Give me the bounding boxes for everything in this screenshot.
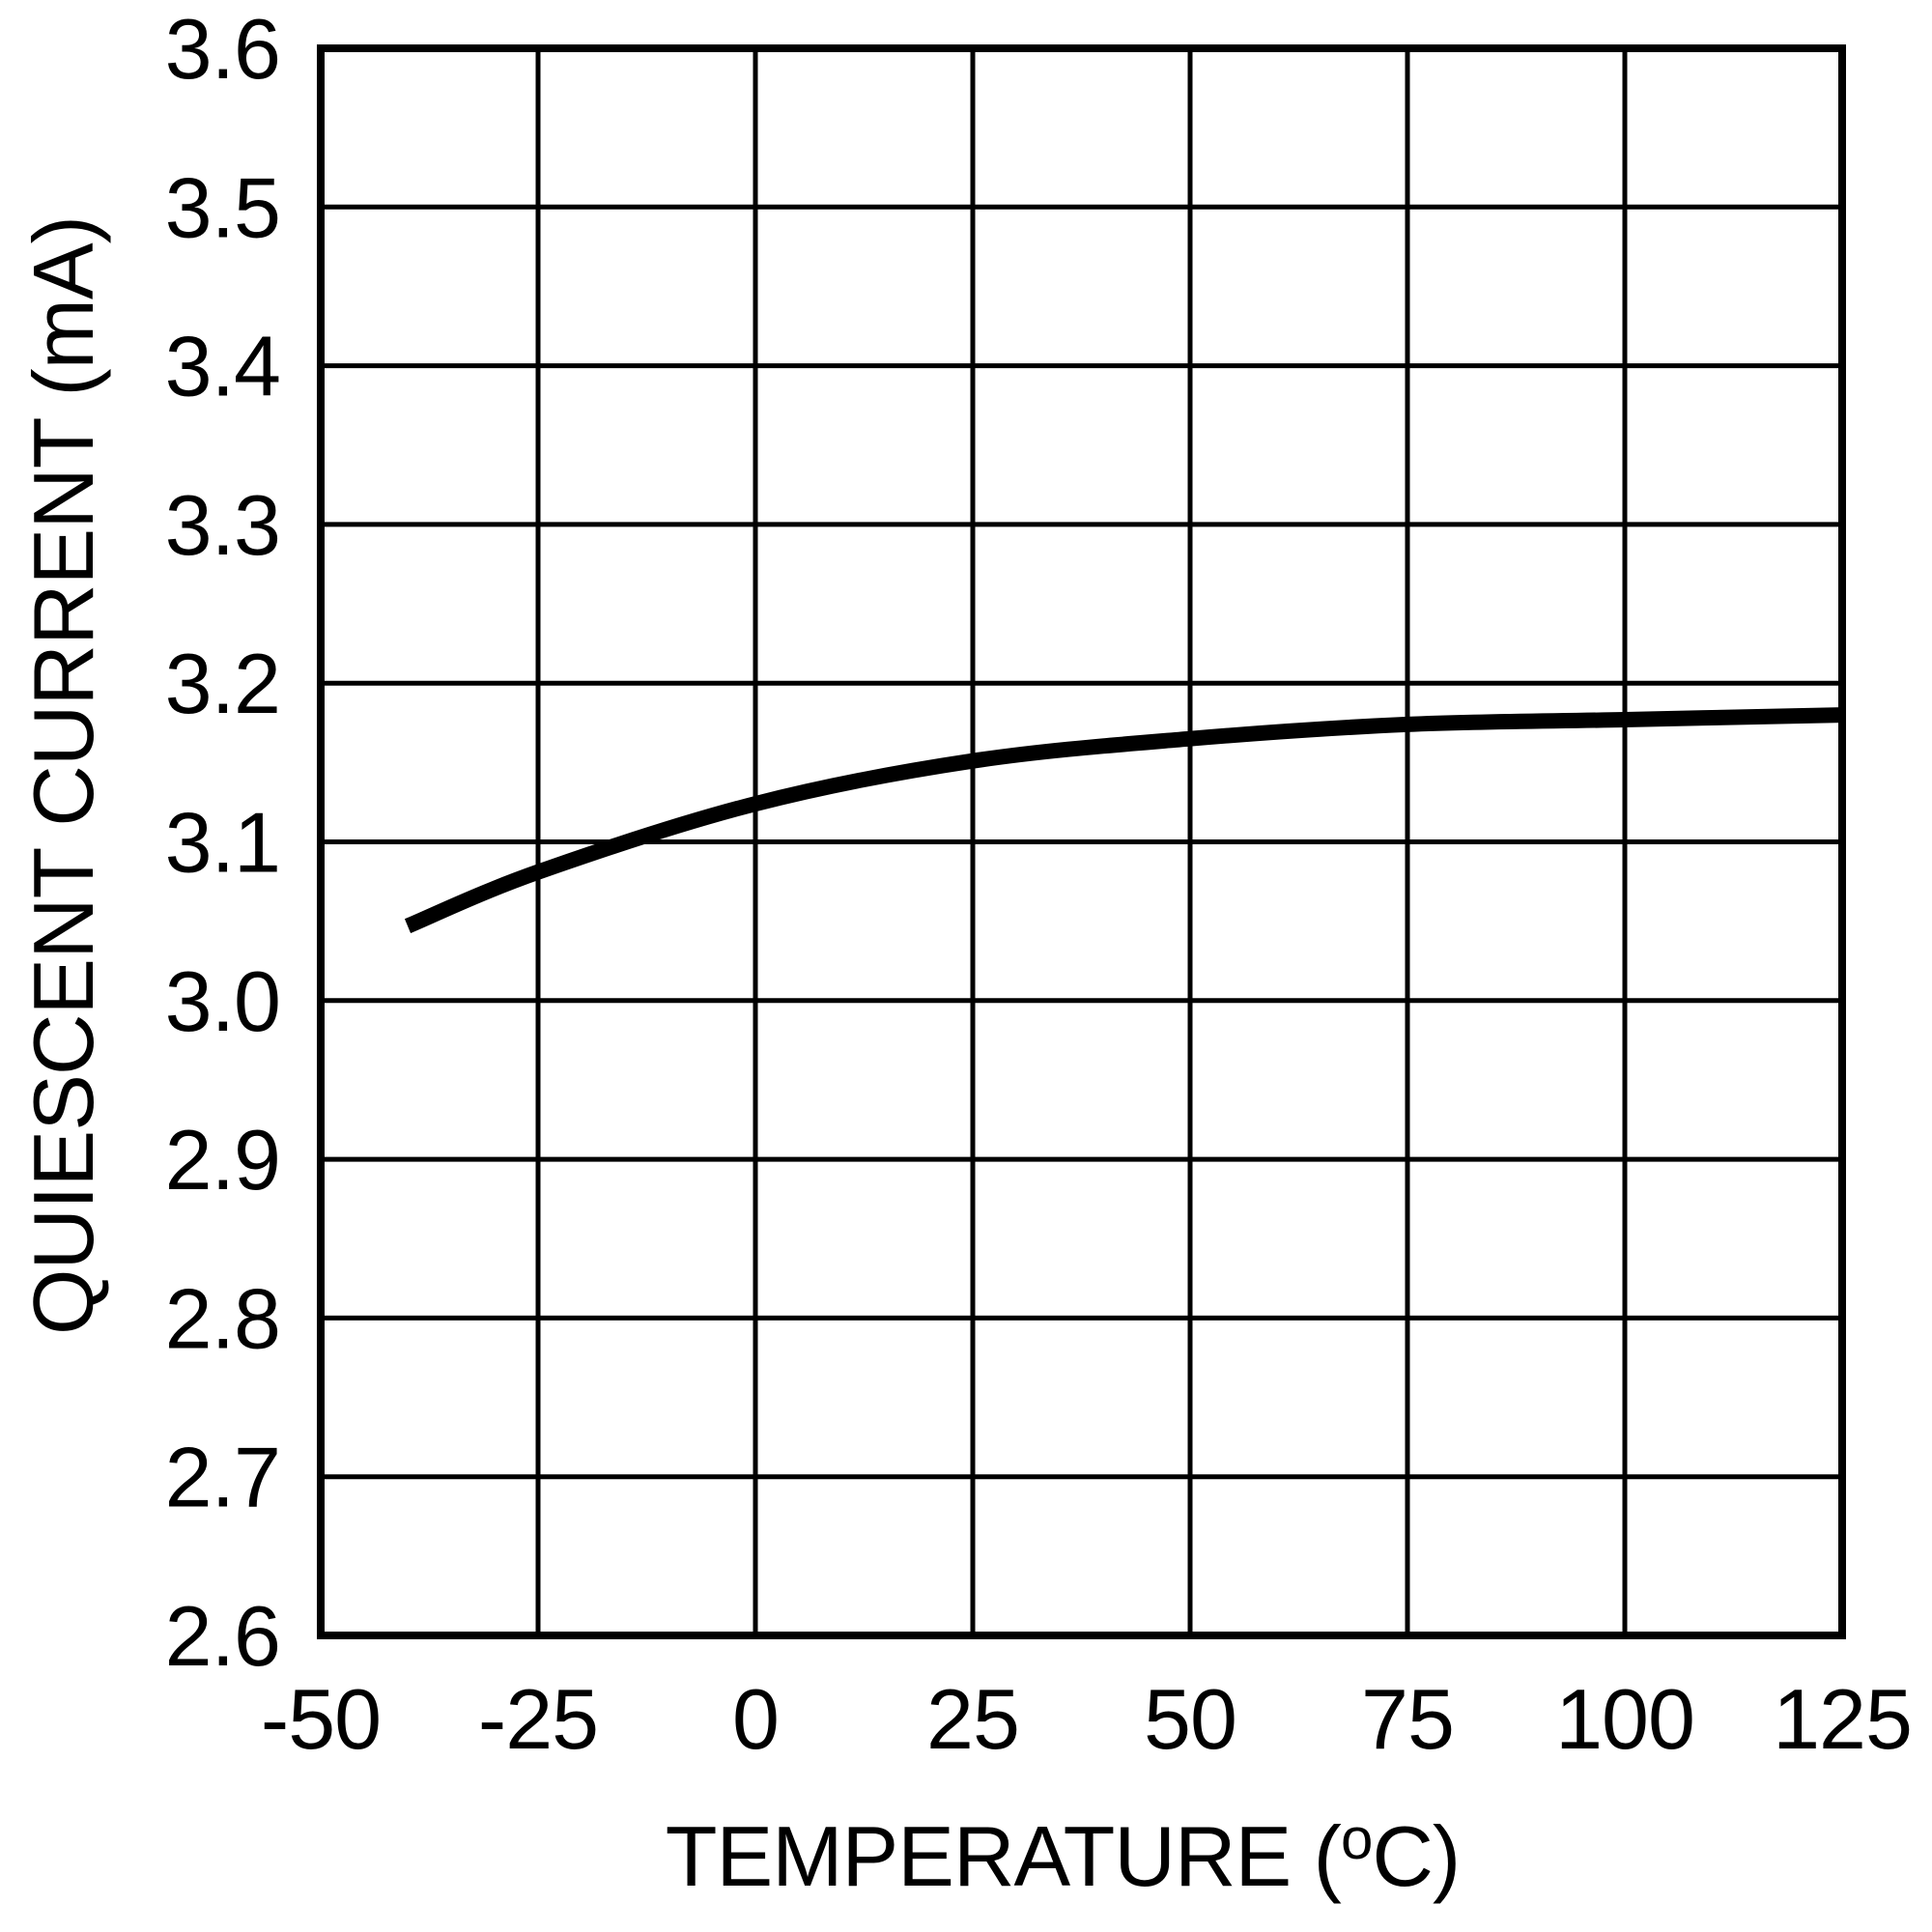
x-axis-title: TEMPERATURE (oC) — [666, 1806, 1460, 1904]
quiescent-current-curve — [404, 707, 1843, 933]
y-tick-label: 3.2 — [165, 636, 280, 731]
y-tick-label: 2.6 — [165, 1588, 280, 1684]
x-tick-label: 100 — [1555, 1671, 1694, 1767]
curve-layer — [404, 707, 1843, 933]
grid-layer — [321, 48, 1842, 1635]
plot-border — [317, 44, 1846, 1639]
x-tick-label: -50 — [261, 1671, 381, 1767]
plot-border-layer — [317, 44, 1846, 1639]
y-tick-label: 2.9 — [165, 1112, 280, 1208]
y-tick-label: 3.1 — [165, 795, 280, 891]
x-tick-label: 50 — [1144, 1671, 1236, 1767]
y-tick-label: 3.6 — [165, 1, 280, 97]
tick-label-layer: -50 -25 0 25 50 75 100 125 2.6 2.7 2.8 2.9 3.0 3.1 3.2… — [165, 1, 1913, 1767]
y-tick-label: 3.5 — [165, 159, 280, 255]
y-tick-label: 3.3 — [165, 477, 280, 573]
x-tick-label: 25 — [926, 1671, 1019, 1767]
x-tick-label: 75 — [1361, 1671, 1454, 1767]
x-tick-label: 125 — [1773, 1671, 1912, 1767]
y-axis-title: QUIESCENT CURRENT (mA) — [15, 216, 111, 1335]
y-tick-label: 3.0 — [165, 953, 280, 1049]
x-tick-label: -25 — [478, 1671, 598, 1767]
y-tick-label: 2.8 — [165, 1270, 280, 1366]
y-tick-label: 3.4 — [165, 319, 280, 414]
y-tick-label: 2.7 — [165, 1430, 280, 1525]
x-tick-label: 0 — [732, 1671, 779, 1767]
